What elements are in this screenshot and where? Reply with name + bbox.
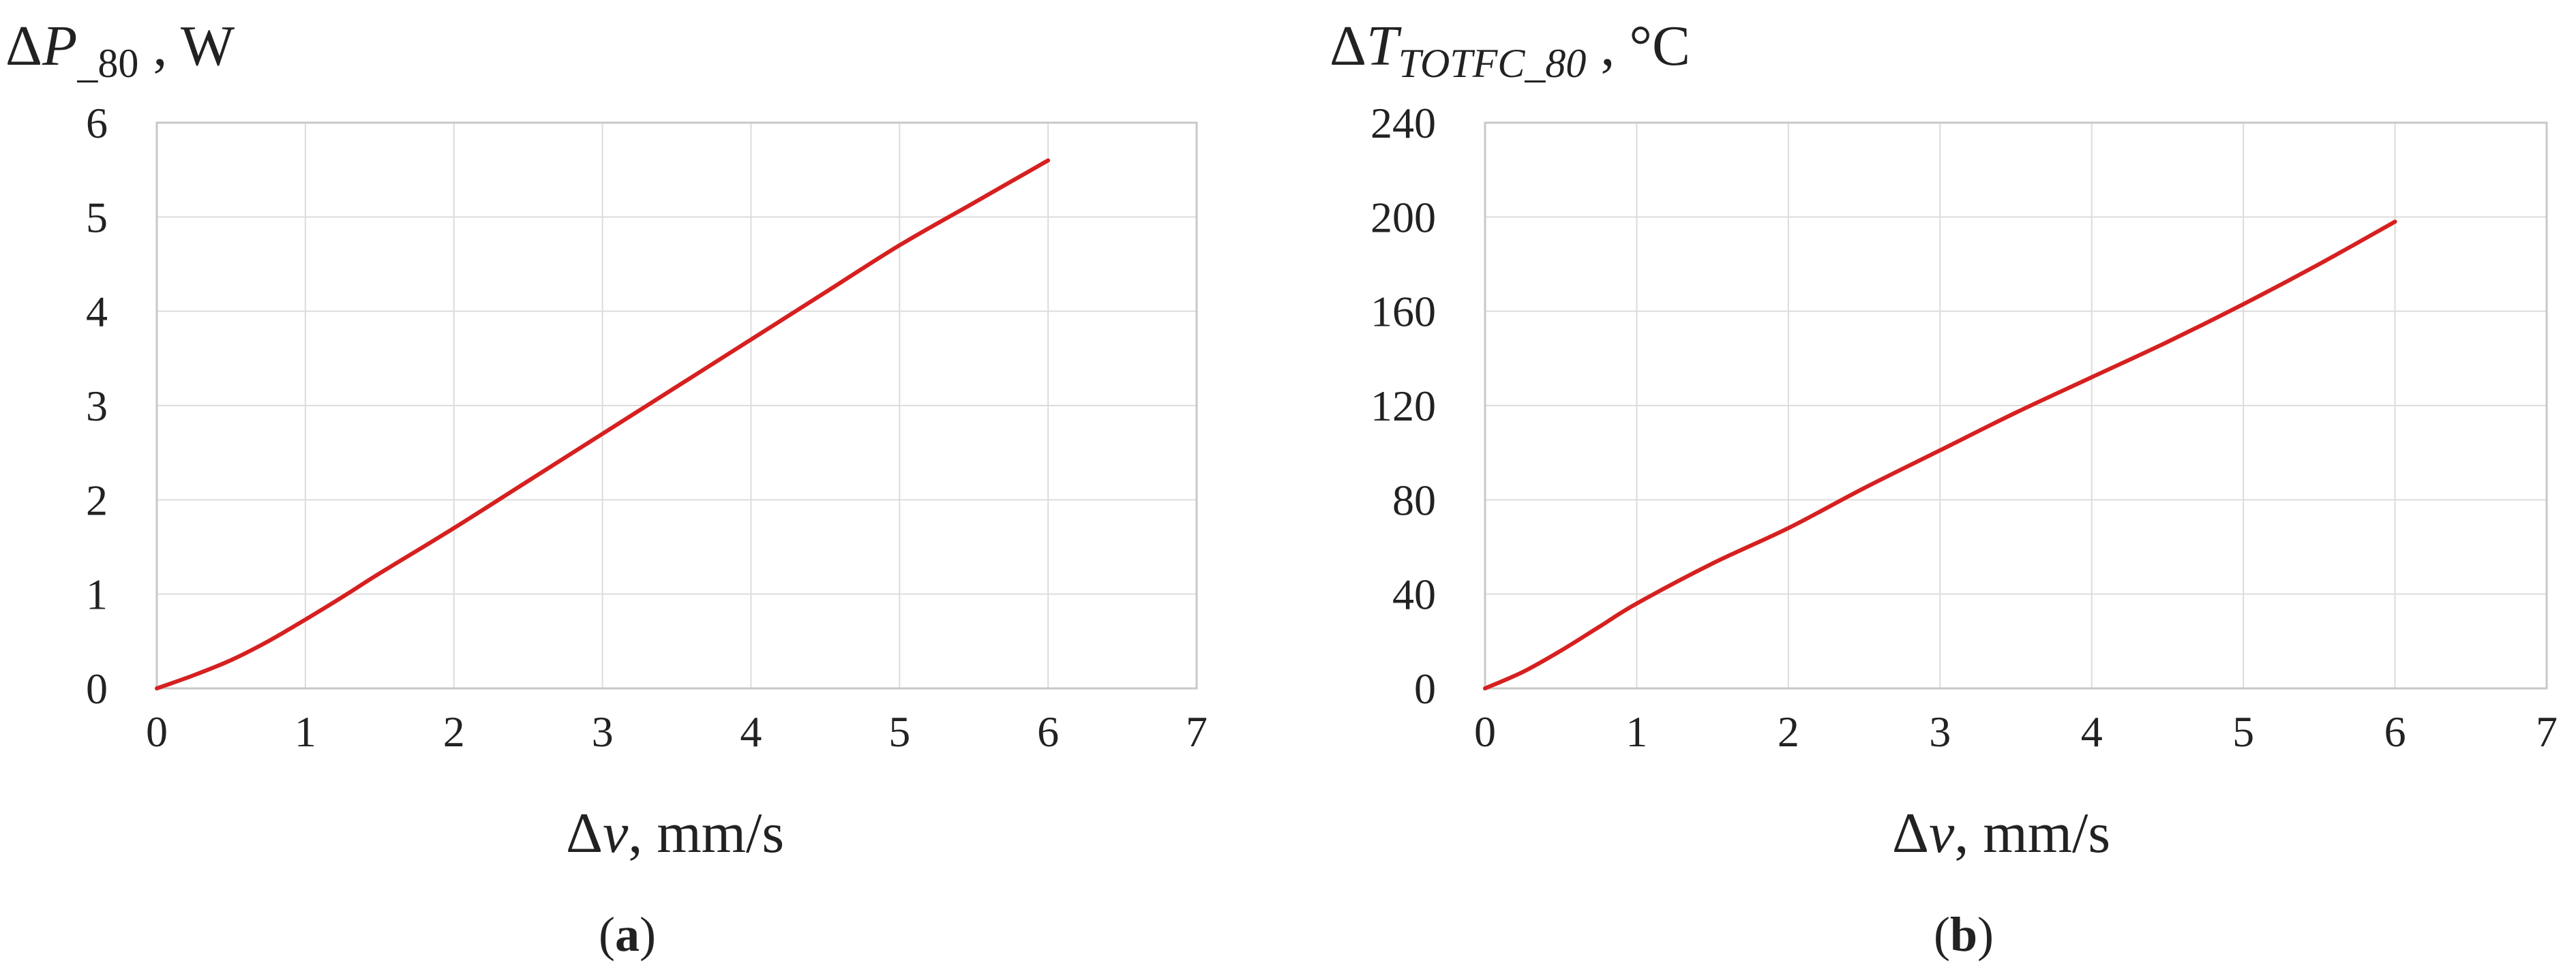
y-tick-label-b-6: 240 [1371,99,1436,147]
series-line-a-0 [155,158,1051,690]
y-tick-label-b-4: 160 [1371,288,1436,336]
y-tick-label-b-3: 120 [1371,382,1436,430]
x-tick-label-a-7: 7 [1186,707,1208,756]
y-tick-label-a-6: 6 [86,99,108,147]
x-tick-label-b-0: 0 [1474,707,1496,756]
series-line-b-0 [1483,219,2397,690]
plot-frame-a [155,121,1198,690]
x-tick-label-a-2: 2 [443,707,465,756]
y-ticks-b: 0 40 80 120 160 200 240 [1371,99,1436,713]
x-tick-label-b-1: 1 [1626,707,1647,756]
y-tick-label-a-5: 5 [86,193,108,241]
panel-caption-a: (a) [599,907,656,962]
x-ticks-a: 0 1 2 3 4 5 6 7 [146,707,1208,756]
y-axis-label-a: ΔP_80 , W [5,14,235,86]
y-tick-label-b-0: 0 [1414,665,1436,713]
y-axis-label-b: ΔTTOTFC_80 , °C [1330,14,1690,86]
y-ticks-a: 0 1 2 3 4 5 6 [86,99,108,713]
x-tick-label-a-3: 3 [592,707,614,756]
x-tick-label-a-5: 5 [888,707,910,756]
y-tick-label-b-2: 80 [1392,476,1436,524]
x-tick-label-b-7: 7 [2536,707,2558,756]
y-tick-label-a-4: 4 [86,288,108,336]
panel-a: 0 1 2 3 4 5 6 0 1 2 3 4 5 6 7 ΔP_80 , W Δv, mm/s (a) [5,14,1208,962]
y-tick-label-a-0: 0 [86,665,108,713]
plot-frame-b [1484,121,2548,690]
x-ticks-b: 0 1 2 3 4 5 6 7 [1474,707,2558,756]
panel-caption-b: (b) [1934,907,1994,962]
series-a [155,158,1051,690]
y-tick-label-a-3: 3 [86,382,108,430]
x-tick-label-b-2: 2 [1778,707,1799,756]
x-tick-label-a-4: 4 [740,707,762,756]
x-tick-label-b-6: 6 [2384,707,2406,756]
x-tick-label-a-1: 1 [295,707,316,756]
y-tick-label-b-1: 40 [1392,570,1436,619]
x-tick-label-b-3: 3 [1929,707,1951,756]
series-b [1483,219,2397,690]
x-axis-label-b: Δv, mm/s [1892,802,2110,865]
x-tick-label-a-6: 6 [1037,707,1059,756]
x-axis-label-a: Δv, mm/s [566,802,784,865]
x-tick-label-b-5: 5 [2232,707,2254,756]
y-tick-label-b-5: 200 [1371,193,1436,241]
y-tick-label-a-2: 2 [86,476,108,524]
x-tick-label-b-4: 4 [2081,707,2103,756]
panel-b: 0 40 80 120 160 200 240 0 1 2 3 4 5 6 7 ΔTTOTFC_80 , … [1330,14,2558,962]
y-tick-label-a-1: 1 [86,570,108,619]
x-tick-label-a-0: 0 [146,707,168,756]
grid-a [156,122,1197,689]
